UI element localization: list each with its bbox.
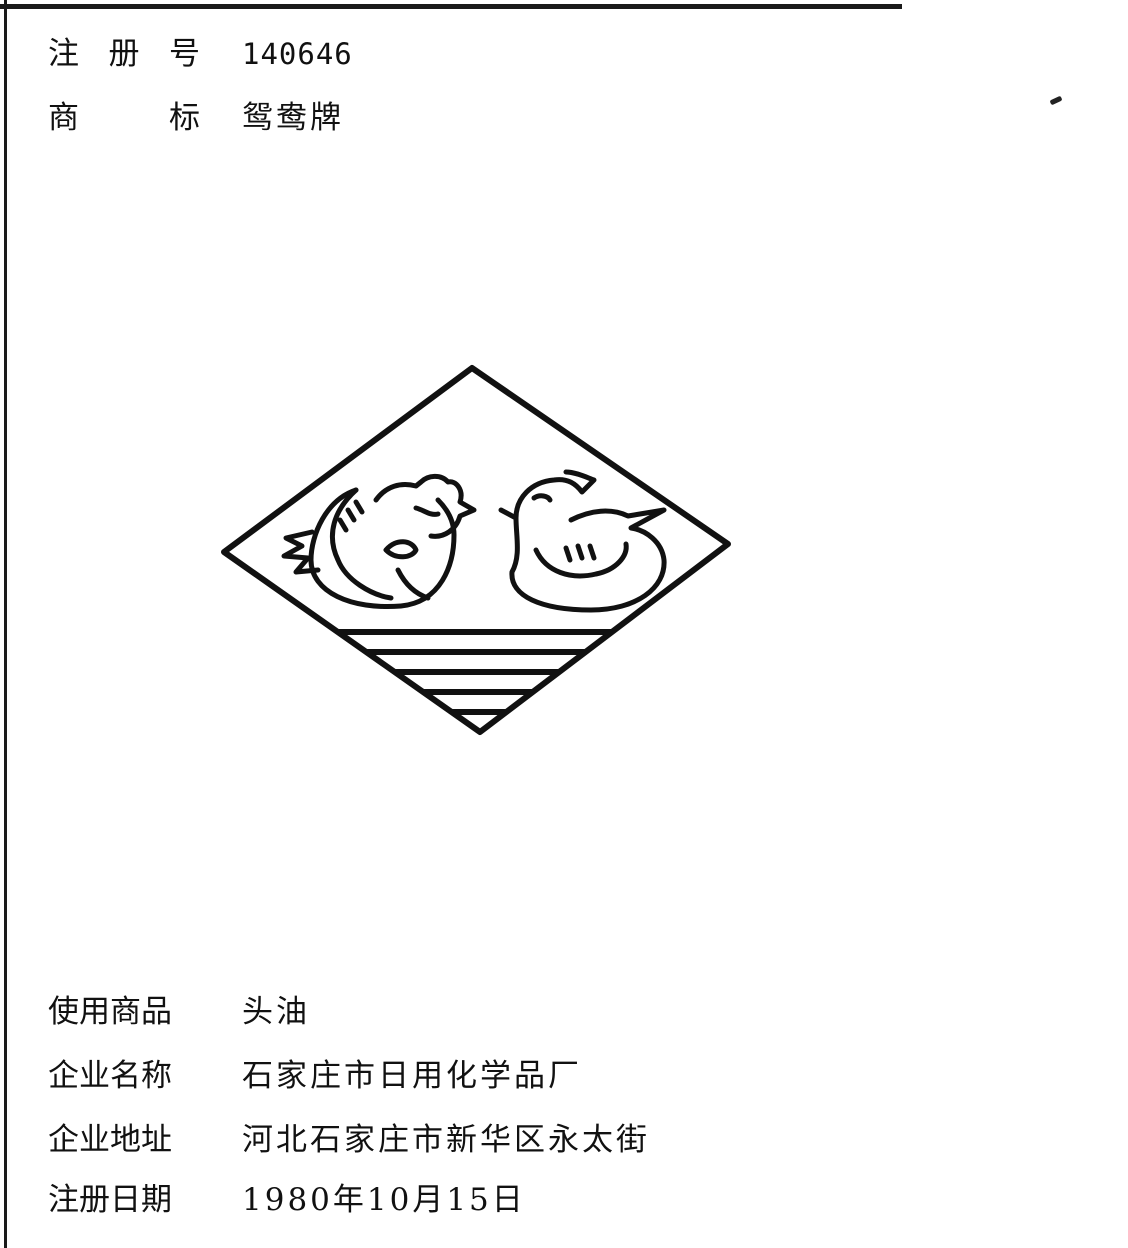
trademark-label: 商 标 (48, 98, 200, 138)
diamond-frame (221, 365, 731, 735)
goods-value: 头油 (242, 994, 310, 1030)
registration-date-value: 1980年10月15日 (242, 1182, 526, 1218)
registration-date-label: 注册日期 (48, 1182, 172, 1218)
trademark-name-value: 鸳鸯牌 (242, 100, 344, 136)
address-value: 河北石家庄市新华区永太街 (242, 1122, 650, 1158)
company-value: 石家庄市日用化学品厂 (242, 1058, 582, 1094)
scan-speck (1049, 95, 1063, 106)
mandarin-duck-logo (221, 365, 731, 735)
registration-number-value: 140646 (242, 37, 353, 71)
company-label: 企业名称 (48, 1058, 172, 1094)
goods-label: 使用商品 (48, 994, 172, 1030)
mandarin-duck-pair-icon (221, 365, 731, 735)
male-duck (281, 473, 477, 610)
water-stripes (326, 629, 616, 715)
female-duck (498, 469, 667, 613)
label-char: 册 (108, 36, 140, 72)
label-char: 商 (48, 100, 79, 136)
address-label: 企业地址 (48, 1122, 172, 1158)
label-char: 注 (48, 36, 79, 72)
registration-number-label: 注 册 号 (48, 34, 200, 74)
label-char: 号 (169, 36, 200, 72)
left-border-rule (4, 0, 7, 1248)
top-border-rule (0, 4, 902, 9)
label-char: 标 (169, 100, 200, 136)
